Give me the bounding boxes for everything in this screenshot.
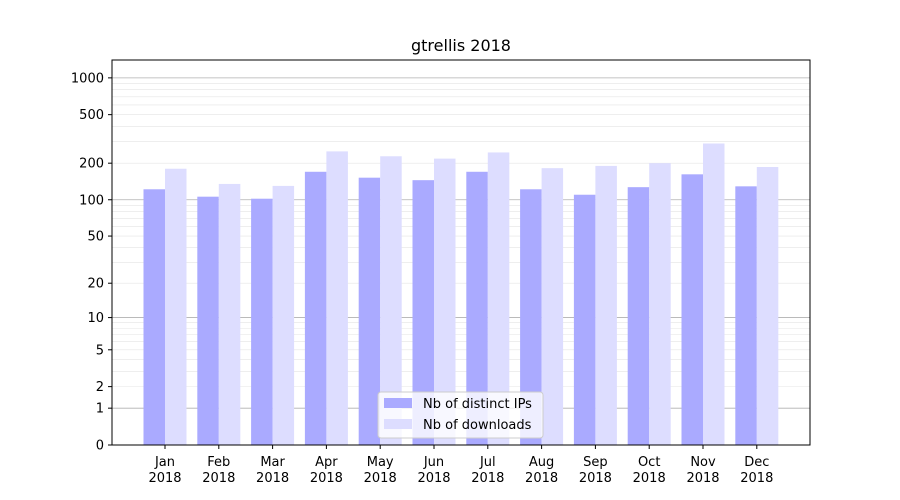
x-tick-label-year: 2018 — [579, 471, 612, 486]
bar-ips — [358, 177, 381, 446]
x-tick-label-month: Mar — [260, 455, 285, 470]
y-tick-label: 10 — [87, 311, 104, 326]
bar-downloads — [756, 167, 779, 445]
bar-downloads — [649, 163, 671, 445]
legend-box — [377, 391, 544, 439]
chart-title: gtrellis 2018 — [411, 36, 511, 55]
x-tick-label-month: Apr — [315, 455, 338, 470]
x-tick-label-year: 2018 — [202, 471, 235, 486]
bar-downloads — [272, 185, 295, 446]
y-tick-label: 5 — [96, 343, 104, 358]
x-tick-label-year: 2018 — [364, 471, 397, 486]
x-tick-label-month: Jan — [154, 455, 175, 470]
y-tick-label: 100 — [79, 193, 104, 208]
bar-downloads — [434, 158, 456, 446]
x-tick-label-month: May — [367, 455, 394, 470]
x-tick-label-year: 2018 — [148, 471, 181, 486]
x-tick-label-year: 2018 — [525, 471, 558, 486]
bar-downloads — [218, 183, 241, 445]
y-tick-label: 50 — [87, 230, 104, 245]
plot-frame — [111, 59, 811, 446]
x-tick-label-year: 2018 — [256, 471, 289, 486]
bar-ips — [466, 171, 488, 446]
x-tick-label-month: Nov — [690, 455, 716, 470]
x-tick-label-month: Aug — [529, 455, 554, 470]
bar-ips — [304, 171, 327, 446]
bars — [143, 143, 779, 446]
x-tick-label-month: Dec — [744, 455, 769, 470]
legend-swatch — [384, 398, 412, 408]
bar-downloads — [380, 156, 402, 446]
bar-downloads — [165, 168, 187, 445]
x-tick-label-year: 2018 — [417, 471, 450, 486]
y-tick-label: 0 — [96, 439, 104, 454]
bar-downloads — [703, 143, 725, 446]
bar-downloads — [326, 151, 348, 446]
y-tick-label: 200 — [79, 157, 104, 172]
x-tick-label-year: 2018 — [740, 471, 773, 486]
bar-ips — [681, 174, 703, 446]
x-tick-label-month: Sep — [583, 455, 608, 470]
legend-label: Nb of distinct IPs — [423, 397, 532, 412]
x-tick-label-month: Jun — [423, 455, 444, 470]
x-tick-label-month: Jul — [479, 455, 496, 470]
legend-label: Nb of downloads — [423, 418, 532, 433]
y-tick-label: 20 — [87, 277, 104, 292]
bar-ips — [412, 180, 434, 446]
y-tick-label: 1 — [96, 402, 104, 417]
bar-ips — [197, 196, 219, 445]
legend-swatch — [384, 419, 412, 429]
x-tick-label-year: 2018 — [633, 471, 666, 486]
x-tick-label-month: Feb — [207, 455, 230, 470]
y-tick-label: 1000 — [71, 71, 104, 86]
x-tick-label-year: 2018 — [686, 471, 719, 486]
y-tick-label: 2 — [96, 380, 104, 395]
bar-ips — [573, 194, 596, 445]
bar-ips — [251, 198, 273, 445]
bar-downloads — [487, 152, 510, 445]
bar-downloads — [541, 168, 564, 446]
x-tick-label-year: 2018 — [471, 471, 504, 486]
y-tick-label: 500 — [79, 108, 104, 123]
bar-ips — [627, 187, 650, 445]
y-axis: 0 1 2 5 10 20 50 100 200 500 1000 — [71, 71, 112, 454]
legend: Nb of distinct IPs Nb of downloads — [377, 391, 544, 439]
bar-ips — [143, 189, 165, 445]
bar-ips — [520, 189, 542, 445]
x-axis: Jan2018Feb2018Mar2018Apr2018May2018Jun20… — [148, 445, 773, 486]
bar-downloads — [595, 165, 617, 446]
x-tick-label-year: 2018 — [310, 471, 343, 486]
x-tick-label-month: Oct — [638, 455, 660, 470]
bar-ips — [735, 186, 757, 445]
